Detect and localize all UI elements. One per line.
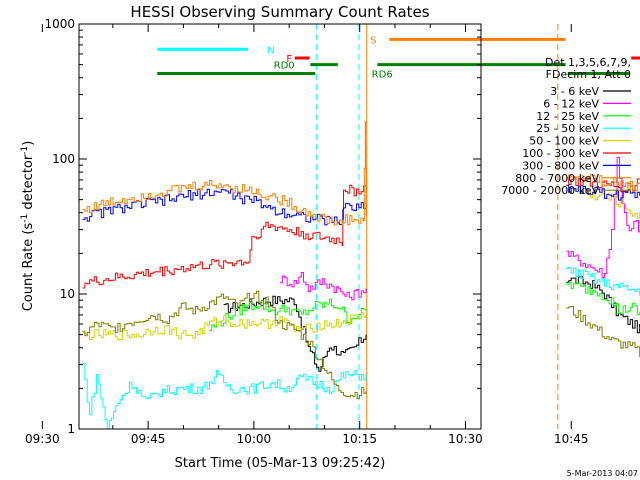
flag-label-n: N: [267, 45, 274, 56]
x-tick-label-3: 10:15: [342, 432, 377, 446]
legend-label-6: 300 - 800 keV: [522, 159, 599, 172]
x-tick-label-0: 09:30: [25, 432, 60, 446]
series-line-2-seg2: [566, 281, 640, 316]
series-line-7-seg1: [82, 121, 367, 227]
flag-label-s: S: [370, 35, 376, 46]
legend-label-4: 50 - 100 keV: [529, 135, 599, 148]
y-axis-label: Count Rate (s-1 detector-1): [20, 141, 36, 312]
footer-timestamp: 5-Mar-2013 04:07: [567, 469, 638, 478]
series-line-8-seg1: [82, 290, 367, 399]
legend-label-1: 6 - 12 keV: [543, 97, 599, 110]
series-line-6-seg2: [566, 184, 640, 201]
y-tick-label-1: 10: [60, 287, 75, 301]
y-axis-label-mid: detector: [21, 154, 36, 214]
vertical-markers: [316, 24, 559, 429]
chart-title: HESSI Observing Summary Count Rates: [130, 3, 429, 21]
legend-label-8: 7000 - 20000 keV: [501, 184, 599, 197]
y-tick-label-0: 1: [67, 422, 75, 436]
x-tick-label-5: 10:45: [554, 432, 589, 446]
legend-label-3: 25 - 50 keV: [536, 122, 599, 135]
legend-label-7: 800 - 7000 keV: [515, 172, 599, 185]
series-line-0-seg2: [566, 276, 640, 334]
legend-label-2: 12 - 25 keV: [536, 110, 599, 123]
x-tick-label-1: 09:45: [131, 432, 166, 446]
series-line-3-seg2: [566, 266, 640, 297]
y-tick-label-2: 100: [52, 152, 75, 166]
flag-label-f: F: [286, 54, 292, 65]
y-tick-label-3: 1000: [44, 17, 75, 31]
flag-label-rd6: RD6: [372, 69, 393, 80]
legend: Det 1,3,5,6,7,9, FDecim 1, Att 0 3 - 6 k…: [501, 56, 631, 197]
series-line-0-seg1: [223, 295, 367, 372]
series-line-4-seg2: [566, 187, 640, 219]
x-tick-label-4: 10:30: [448, 432, 483, 446]
plot-frame: [78, 23, 482, 430]
legend-label-5: 100 - 300 keV: [522, 147, 599, 160]
y-axis-label-sup1: -1: [20, 214, 30, 223]
legend-label-0: 3 - 6 keV: [550, 85, 599, 98]
flag-label-rd0: RD0: [274, 61, 295, 72]
x-axis-label: Start Time (05-Mar-13 09:25:42): [175, 456, 386, 471]
series-line-5-seg2: [566, 176, 640, 193]
y-axis-label-main: Count Rate (s: [21, 223, 36, 312]
series-line-4-seg1: [82, 312, 367, 341]
series-line-3-seg1: [82, 363, 367, 430]
series-line-1-seg2: [566, 156, 640, 278]
y-axis: 1 10 100 1000: [44, 17, 481, 436]
y-axis-label-end: ): [21, 141, 36, 146]
legend-header-1: Det 1,3,5,6,7,9,: [545, 56, 631, 69]
y-axis-label-sup2: -1: [20, 146, 30, 155]
legend-header-2: FDecim 1, Att 0: [546, 68, 631, 81]
series-line-6-seg1: [82, 188, 367, 226]
series-line-1-seg1: [280, 272, 367, 301]
x-tick-label-2: 10:00: [237, 432, 272, 446]
series-line-8-seg2: [566, 306, 640, 358]
series-line-5-seg1: [82, 184, 367, 289]
